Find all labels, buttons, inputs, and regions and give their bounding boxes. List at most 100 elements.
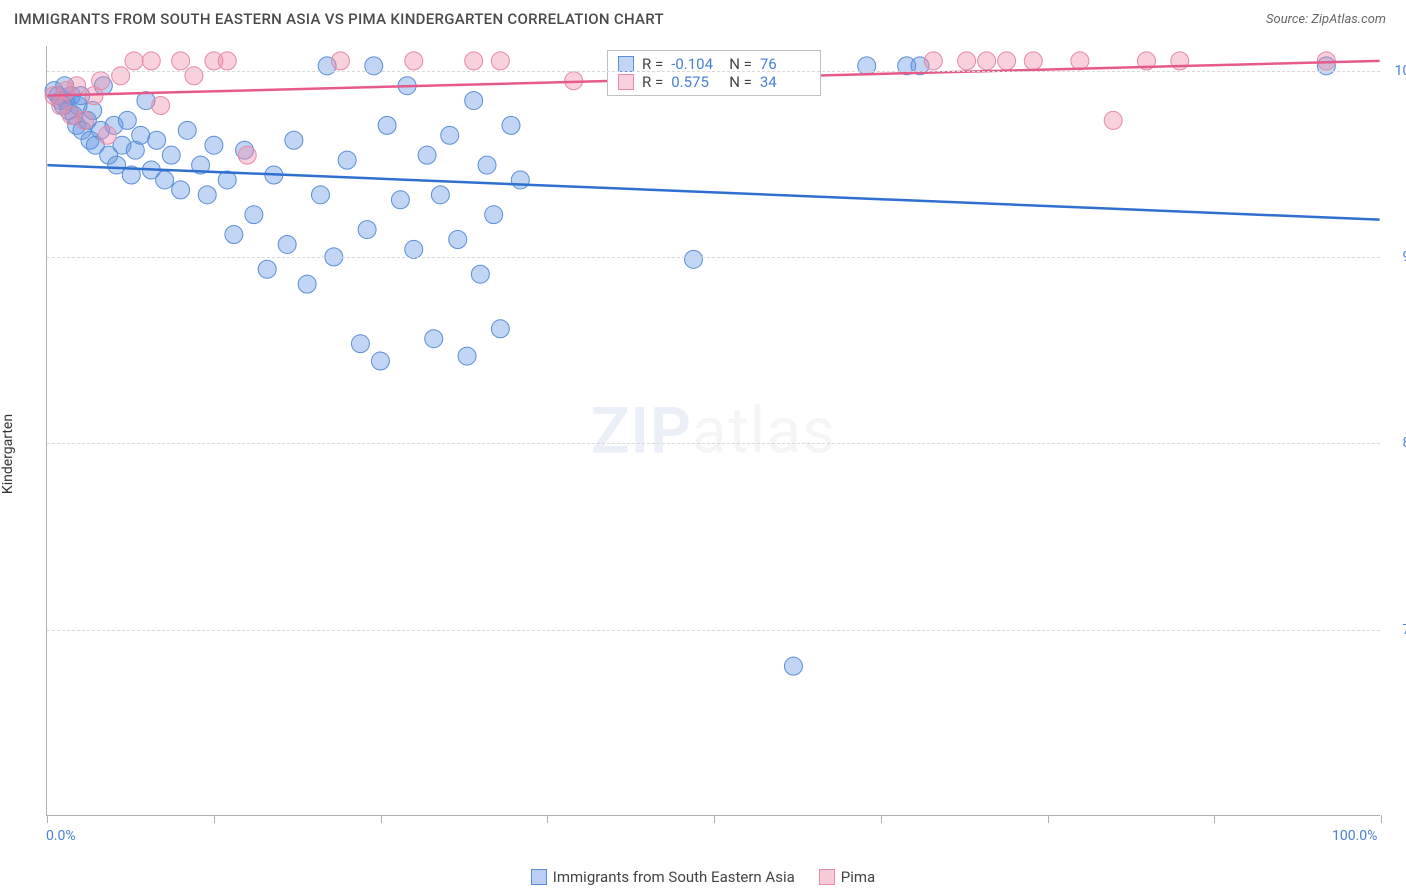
data-point	[858, 57, 876, 75]
data-point	[465, 92, 483, 110]
data-point	[156, 171, 174, 189]
data-point	[458, 347, 476, 365]
data-point	[471, 265, 489, 283]
x-tick	[1048, 815, 1049, 823]
data-point	[378, 116, 396, 134]
data-point	[418, 146, 436, 164]
data-point	[162, 146, 180, 164]
x-tick-label-min: 0.0%	[46, 828, 76, 844]
data-point	[485, 206, 503, 224]
data-point	[76, 111, 94, 129]
chart-title: IMMIGRANTS FROM SOUTH EASTERN ASIA VS PI…	[14, 10, 664, 28]
data-point	[152, 97, 170, 115]
data-point	[391, 191, 409, 209]
chart-header: IMMIGRANTS FROM SOUTH EASTERN ASIA VS PI…	[0, 0, 1406, 34]
gridline-h	[47, 443, 1380, 444]
correlation-stats-box: R =-0.104N =76R =0.575N =34	[607, 50, 821, 96]
x-tick	[1214, 815, 1215, 823]
bottom-legend: Immigrants from South Eastern Asia Pima	[0, 868, 1406, 886]
stats-row: R = 0.575 N = 34	[618, 73, 810, 91]
y-axis-label: Kindergarten	[0, 414, 16, 494]
data-point	[238, 146, 256, 164]
data-point	[358, 221, 376, 239]
data-point	[148, 131, 166, 149]
data-point	[441, 126, 459, 144]
legend-swatch	[819, 869, 835, 885]
data-point	[98, 126, 116, 144]
stats-value-r: 0.575	[671, 73, 721, 91]
data-point	[784, 657, 802, 675]
data-point	[178, 121, 196, 139]
data-point	[298, 275, 316, 293]
data-point	[331, 52, 349, 70]
chart-plot-area: ZIPatlas R =-0.104N =76R =0.575N =34 77.…	[46, 46, 1380, 816]
data-point	[365, 57, 383, 75]
x-tick	[47, 815, 48, 823]
y-tick-label: 77.5%	[1385, 622, 1406, 638]
x-tick	[714, 815, 715, 823]
gridline-h	[47, 630, 1380, 631]
data-point	[998, 52, 1016, 70]
x-tick-label-max: 100.0%	[1332, 828, 1377, 844]
gridline-h	[47, 71, 1380, 72]
data-point	[449, 231, 467, 249]
data-point	[958, 52, 976, 70]
data-point	[142, 52, 160, 70]
data-point	[285, 131, 303, 149]
data-point	[478, 156, 496, 174]
x-tick	[381, 815, 382, 823]
data-point	[185, 67, 203, 85]
y-tick-label: 85.0%	[1385, 435, 1406, 451]
data-point	[172, 52, 190, 70]
data-point	[511, 171, 529, 189]
data-point	[258, 260, 276, 278]
data-point	[245, 206, 263, 224]
data-point	[1024, 52, 1042, 70]
data-point	[172, 181, 190, 199]
data-point	[118, 111, 136, 129]
data-point	[205, 136, 223, 154]
data-point	[491, 52, 509, 70]
data-point	[431, 186, 449, 204]
data-point	[405, 52, 423, 70]
stats-label-n: N =	[729, 73, 752, 91]
data-point	[218, 52, 236, 70]
chart-svg	[47, 46, 1380, 815]
legend-swatch	[618, 56, 634, 72]
data-point	[465, 52, 483, 70]
y-tick-label: 100.0%	[1385, 63, 1406, 79]
data-point	[198, 186, 216, 204]
legend-swatch	[618, 74, 634, 90]
legend-label: Pima	[841, 868, 875, 886]
data-point	[132, 126, 150, 144]
data-point	[92, 72, 110, 90]
data-point	[112, 67, 130, 85]
y-tick-label: 92.5%	[1385, 249, 1406, 265]
legend-item: Immigrants from South Eastern Asia	[531, 868, 795, 886]
data-point	[405, 240, 423, 258]
gridline-h	[47, 257, 1380, 258]
data-point	[125, 52, 143, 70]
x-tick	[214, 815, 215, 823]
data-point	[225, 226, 243, 244]
data-point	[1104, 111, 1122, 129]
stats-label-r: R =	[642, 73, 663, 91]
legend-item: Pima	[819, 868, 875, 886]
legend-swatch	[531, 869, 547, 885]
data-point	[685, 250, 703, 268]
x-tick	[881, 815, 882, 823]
data-point	[338, 151, 356, 169]
data-point	[978, 52, 996, 70]
data-point	[1071, 52, 1089, 70]
data-point	[351, 335, 369, 353]
data-point	[278, 235, 296, 253]
data-point	[491, 320, 509, 338]
legend-label: Immigrants from South Eastern Asia	[553, 868, 795, 886]
data-point	[502, 116, 520, 134]
x-tick	[1381, 815, 1382, 823]
stats-value-n: 34	[760, 73, 810, 91]
x-tick	[547, 815, 548, 823]
chart-source: Source: ZipAtlas.com	[1266, 12, 1386, 27]
data-point	[371, 352, 389, 370]
data-point	[924, 52, 942, 70]
